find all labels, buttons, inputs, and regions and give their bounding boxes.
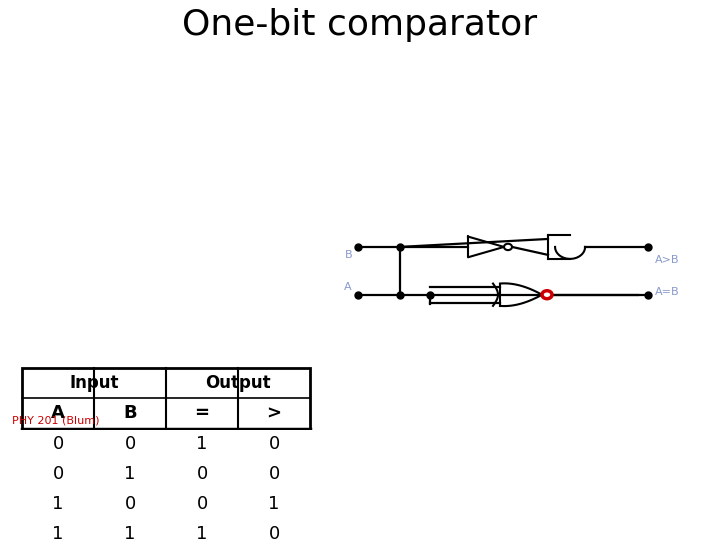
Text: A=B: A=B: [655, 287, 680, 296]
Text: 0: 0: [125, 435, 135, 453]
Text: 0: 0: [269, 435, 279, 453]
Text: PHY 201 (Blum): PHY 201 (Blum): [12, 416, 99, 426]
Circle shape: [504, 244, 512, 250]
Text: 1: 1: [197, 525, 207, 540]
Text: 1: 1: [53, 495, 63, 513]
Text: B: B: [344, 250, 352, 260]
Text: B: B: [123, 404, 137, 422]
Text: A: A: [344, 282, 352, 292]
Text: 1: 1: [53, 525, 63, 540]
Text: 0: 0: [269, 525, 279, 540]
Text: 1: 1: [269, 495, 279, 513]
Text: 1: 1: [125, 525, 135, 540]
Text: >: >: [266, 404, 282, 422]
Text: A>B: A>B: [655, 255, 680, 265]
Text: 0: 0: [53, 435, 63, 453]
Text: 0: 0: [197, 465, 207, 483]
Text: 0: 0: [197, 495, 207, 513]
Text: 0: 0: [53, 465, 63, 483]
Text: Output: Output: [205, 374, 271, 392]
Text: A: A: [51, 404, 65, 422]
Bar: [22, 368, 310, 540]
Text: 0: 0: [269, 465, 279, 483]
Text: =: =: [194, 404, 210, 422]
Text: Input: Input: [69, 374, 119, 392]
Text: One-bit comparator: One-bit comparator: [182, 9, 538, 43]
Text: 1: 1: [197, 435, 207, 453]
Text: 0: 0: [125, 495, 135, 513]
Circle shape: [542, 291, 552, 299]
Text: 1: 1: [125, 465, 135, 483]
